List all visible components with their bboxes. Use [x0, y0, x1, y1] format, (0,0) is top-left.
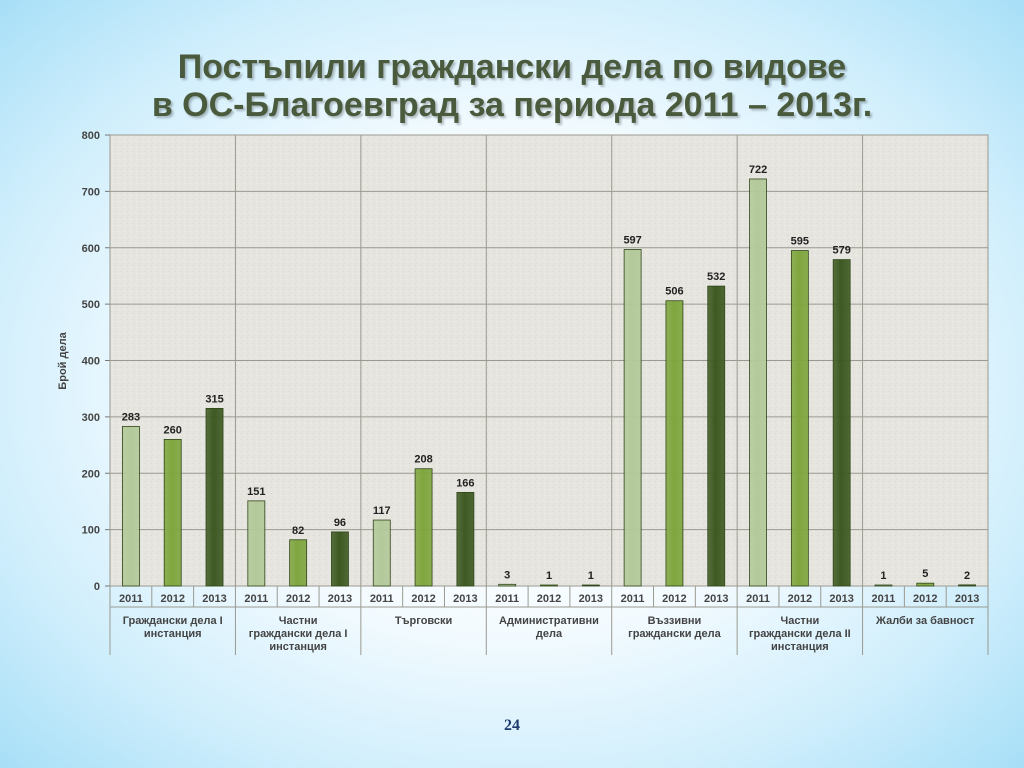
x-group-label: граждански дела II: [749, 628, 851, 640]
y-tick-label: 200: [82, 468, 100, 480]
x-year-label: 2012: [913, 593, 937, 605]
x-group-label: инстанция: [771, 641, 829, 653]
data-label: 96: [334, 517, 346, 529]
slide-title-line-2: в ОС-Благоевград за периода 2011 – 2013г…: [151, 86, 873, 124]
bar-2012: [665, 300, 684, 587]
x-year-label: 2011: [495, 593, 519, 605]
x-group-label: дела: [536, 628, 563, 640]
data-label: 315: [205, 393, 223, 405]
x-year-label: 2012: [788, 593, 812, 605]
x-group-label: Частни: [780, 615, 819, 627]
x-year-label: 2011: [746, 593, 770, 605]
bar-2013: [456, 492, 475, 587]
x-year-label: 2012: [537, 593, 561, 605]
slide-title: Постъпили граждански дела по видове в ОС…: [0, 48, 1024, 124]
data-label: 166: [456, 477, 474, 489]
bar-2012: [540, 584, 558, 587]
x-year-label: 2011: [621, 593, 645, 605]
x-group-label: Търговски: [395, 615, 453, 627]
bar-2013: [331, 531, 349, 587]
data-label: 283: [122, 411, 140, 423]
data-label: 208: [414, 454, 432, 466]
data-label: 1: [880, 570, 886, 582]
bar-2013: [205, 408, 224, 587]
data-label: 597: [623, 234, 641, 246]
slide-title-line-1: Постъпили граждански дела по видове: [177, 48, 847, 86]
bar-2011: [498, 583, 517, 587]
x-year-label: 2013: [579, 593, 603, 605]
x-year-label: 2012: [286, 593, 310, 605]
data-label: 82: [292, 525, 304, 537]
bar-2013: [581, 584, 600, 587]
x-year-label: 2011: [370, 593, 394, 605]
bar-2013: [958, 584, 976, 587]
x-group-label: граждански дела I: [249, 628, 348, 640]
y-tick-label: 0: [94, 581, 100, 593]
x-year-label: 2011: [244, 593, 268, 605]
x-year-label: 2011: [872, 593, 896, 605]
bar-2011: [372, 519, 391, 587]
data-label: 5: [922, 568, 928, 580]
x-group-label: Жалби за бавност: [875, 615, 975, 627]
x-year-label: 2013: [453, 593, 477, 605]
bar-2013: [832, 259, 851, 587]
x-group-label: Въззивни: [648, 615, 702, 627]
data-label: 2: [964, 570, 970, 582]
data-label: 3: [504, 569, 510, 581]
bar-2011: [122, 426, 140, 587]
bar-2011: [874, 584, 893, 587]
x-year-label: 2013: [202, 593, 226, 605]
x-group-label: Граждански дела I: [123, 615, 223, 627]
bar-2012: [163, 439, 182, 587]
bar-2012: [790, 250, 809, 587]
y-tick-label: 500: [82, 299, 100, 311]
y-tick-label: 400: [82, 356, 100, 368]
data-label: 117: [373, 505, 391, 517]
bar-2013: [707, 285, 726, 587]
data-label: 532: [707, 271, 725, 283]
y-tick-label: 100: [82, 525, 100, 537]
x-group-label: граждански дела: [628, 628, 721, 640]
x-group-label: Частни: [279, 615, 318, 627]
bar-2012: [414, 468, 433, 587]
x-year-label: 2013: [328, 593, 352, 605]
data-label: 1: [588, 570, 594, 582]
bar-2011: [623, 249, 642, 587]
data-label: 595: [791, 236, 809, 248]
data-label: 722: [749, 164, 767, 176]
bar-2012: [916, 582, 935, 587]
bar-2011: [247, 500, 266, 587]
x-year-label: 2013: [829, 593, 853, 605]
data-label: 579: [832, 245, 850, 257]
x-year-label: 2013: [704, 593, 728, 605]
bar-2012: [289, 539, 308, 587]
data-label: 260: [164, 424, 182, 436]
x-year-label: 2012: [411, 593, 435, 605]
x-year-label: 2011: [119, 593, 143, 605]
x-group-label: Административни: [499, 615, 599, 627]
x-group-label: инстанция: [269, 641, 327, 653]
data-label: 151: [247, 486, 265, 498]
data-label: 1: [546, 570, 552, 582]
bar-2011: [749, 178, 767, 587]
x-year-label: 2012: [160, 593, 184, 605]
y-tick-label: 300: [82, 412, 100, 424]
y-tick-label: 600: [82, 243, 100, 255]
page-number: 24: [504, 717, 520, 734]
y-tick-label: 700: [82, 186, 100, 198]
x-year-label: 2013: [955, 593, 979, 605]
data-label: 506: [665, 286, 683, 298]
y-axis-title: Брой дела: [57, 331, 69, 389]
x-group-label: инстанция: [144, 628, 202, 640]
x-year-label: 2012: [662, 593, 686, 605]
y-tick-label: 800: [82, 130, 100, 142]
